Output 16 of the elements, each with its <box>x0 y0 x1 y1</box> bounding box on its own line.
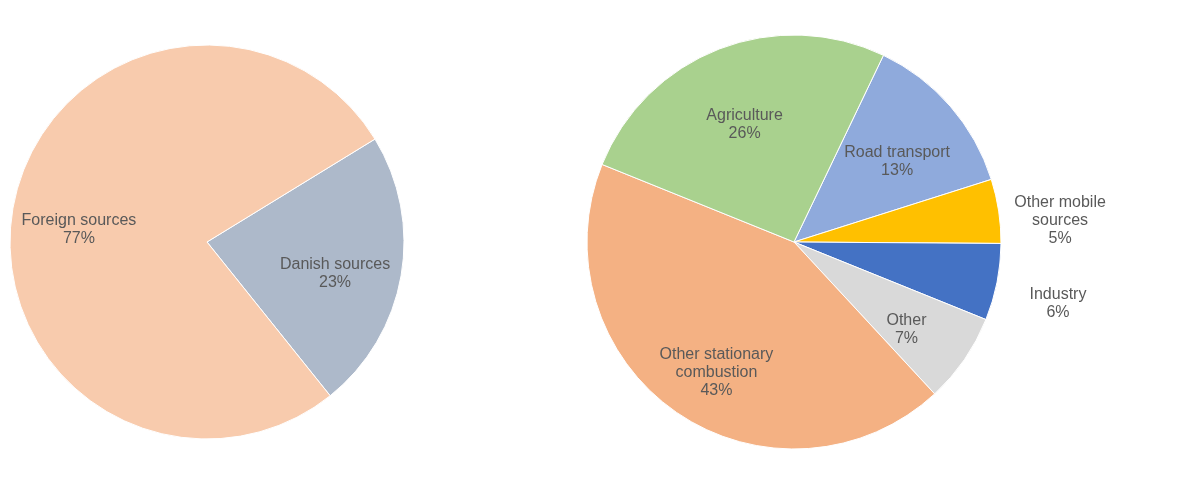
data-label: 43% <box>700 381 733 399</box>
data-label: 6% <box>1046 303 1070 321</box>
data-label: 26% <box>728 123 761 141</box>
data-label: 13% <box>881 161 914 179</box>
slice-label: Foreign sources <box>21 210 137 228</box>
slice-label: Road transport <box>844 143 951 161</box>
data-label: 7% <box>894 328 919 346</box>
data-label: 77% <box>62 228 95 246</box>
data-label: 23% <box>319 273 352 291</box>
slice-label: Other stationary combustion <box>659 345 774 381</box>
slice-label: Other mobile sources <box>1014 192 1106 228</box>
slice-label: Industry <box>1029 285 1087 303</box>
slice-label: Other <box>886 310 928 328</box>
data-label: 5% <box>1048 228 1072 246</box>
slice-label: Agriculture <box>706 105 783 123</box>
slice-label: Danish sources <box>279 255 391 273</box>
